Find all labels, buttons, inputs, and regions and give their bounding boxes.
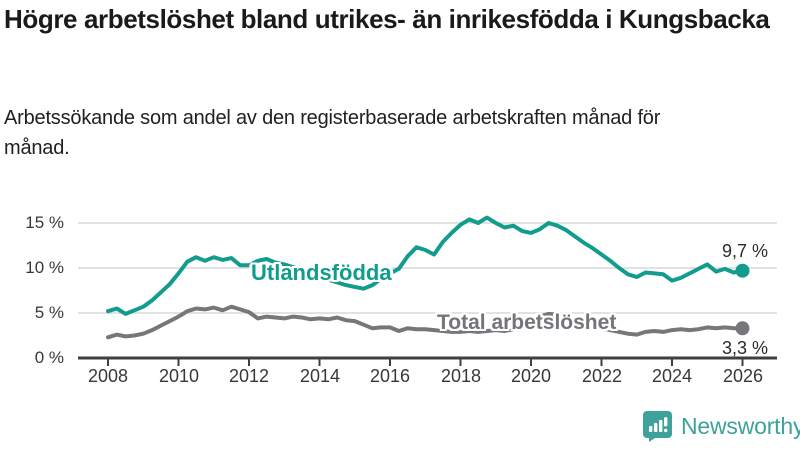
x-tick-label-2010: 2010 <box>158 366 200 386</box>
series-label-total-arbetsloshet: Total arbetslöshet <box>437 311 617 334</box>
page-title: Högre arbetslöshet bland utrikes- än inr… <box>4 4 770 34</box>
end-value-total-arbetsloshet: 3,3 % <box>721 338 768 358</box>
y-tick-label-5: 5 % <box>34 303 64 322</box>
end-dot-utlandsfodda <box>735 263 750 278</box>
x-tick-label-2012: 2012 <box>228 366 270 386</box>
y-tick-label-15: 15 % <box>25 213 64 232</box>
newsworthy-brand: Newsworthy <box>642 410 800 442</box>
line-utlandsfodda <box>106 215 745 316</box>
x-tick-label-2022: 2022 <box>581 366 623 386</box>
newsworthy-logo-icon <box>643 411 672 442</box>
y-tick-label-10: 10 % <box>25 258 64 277</box>
x-tick-label-2020: 2020 <box>510 366 552 386</box>
series-label-utlandsfodda: Utlandsfödda <box>251 260 392 285</box>
end-dot-total-arbetsloshet <box>735 321 750 336</box>
x-tick-label-2016: 2016 <box>369 366 411 386</box>
x-tick-label-2024: 2024 <box>651 366 693 386</box>
page-subtitle: Arbetssökande som andel av den registerb… <box>4 107 661 159</box>
y-tick-label-0: 0 % <box>34 348 64 367</box>
line-total-arbetsloshet <box>106 304 745 340</box>
x-tick-label-2026: 2026 <box>722 366 764 386</box>
newsworthy-wordmark: Newsworthy <box>681 412 800 439</box>
gridlines <box>78 222 777 314</box>
x-tick-label-2014: 2014 <box>299 366 341 386</box>
x-tick-label-2008: 2008 <box>87 366 129 386</box>
end-value-utlandsfodda: 9,7 % <box>721 241 768 261</box>
x-tick-label-2018: 2018 <box>440 366 482 386</box>
